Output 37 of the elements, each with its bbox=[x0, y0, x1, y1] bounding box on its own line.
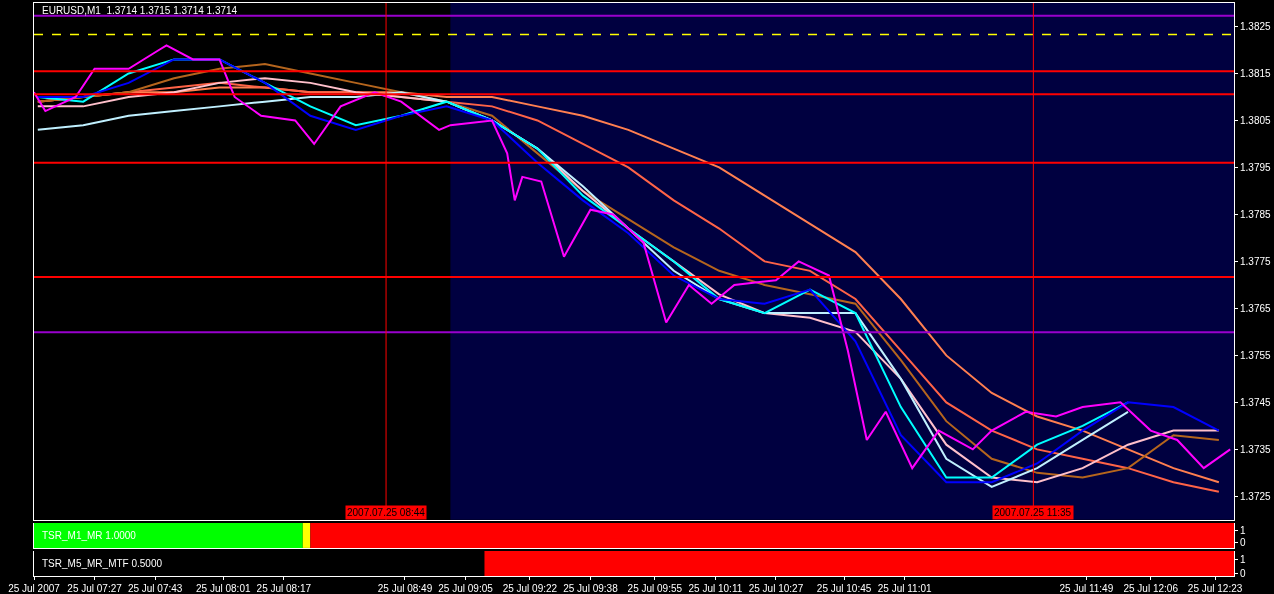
x-tick-label: 25 Jul 09:38 bbox=[563, 583, 619, 594]
y-tick-label: 1.3805 bbox=[1240, 114, 1272, 126]
x-tick-label: 25 Jul 08:17 bbox=[256, 583, 312, 594]
y-tick-label: 1.3765 bbox=[1240, 302, 1272, 314]
x-tick-label: 25 Jul 11:01 bbox=[877, 583, 932, 594]
y-tick-label: 1.3735 bbox=[1240, 443, 1272, 455]
y-tick-label: 1.3775 bbox=[1240, 255, 1272, 267]
x-tick-label: 25 Jul 08:01 bbox=[196, 583, 251, 594]
x-tick-label: 25 Jul 09:22 bbox=[502, 583, 558, 594]
y-tick-label: 1.3825 bbox=[1240, 20, 1272, 32]
x-tick-label: 25 Jul 07:43 bbox=[127, 583, 183, 594]
y-tick-label: 0 bbox=[1240, 567, 1246, 579]
x-tick-label: 25 Jul 09:05 bbox=[438, 583, 494, 594]
y-tick-label: 1 bbox=[1240, 524, 1246, 536]
x-tick-label: 25 Jul 10:11 bbox=[688, 583, 743, 594]
annotation: TSR_M5_MR_MTF 0.5000 bbox=[42, 558, 163, 569]
y-tick-label: 1.3725 bbox=[1240, 490, 1272, 502]
x-tick-label: 25 Jul 09:55 bbox=[627, 583, 683, 594]
annotation: TSR_M1_MR 1.0000 bbox=[42, 530, 137, 541]
y-tick-label: 1.3795 bbox=[1240, 161, 1272, 173]
x-tick-label: 25 Jul 08:49 bbox=[377, 583, 433, 594]
ref-line-label: 2007.07.25 11:35 bbox=[994, 507, 1072, 518]
x-tick-label: 25 Jul 10:27 bbox=[748, 583, 804, 594]
x-tick-label: 25 Jul 12:06 bbox=[1123, 583, 1179, 594]
y-tick-label: 0 bbox=[1240, 536, 1246, 548]
y-tick-label: 1.3815 bbox=[1240, 67, 1272, 79]
x-tick-label: 25 Jul 10:45 bbox=[816, 583, 872, 594]
y-tick-label: 1 bbox=[1240, 553, 1246, 565]
x-tick-label: 25 Jul 2007 bbox=[8, 583, 61, 594]
chart-title: EURUSD,M1 1.3714 1.3715 1.3714 1.3714 bbox=[42, 5, 238, 16]
x-tick-label: 25 Jul 12:23 bbox=[1187, 583, 1243, 594]
x-tick-label: 25 Jul 11:49 bbox=[1059, 583, 1114, 594]
x-tick-label: 25 Jul 07:27 bbox=[67, 583, 123, 594]
y-tick-label: 1.3755 bbox=[1240, 349, 1272, 361]
y-tick-label: 1.3745 bbox=[1240, 396, 1272, 408]
ref-line-label: 2007.07.25 08:44 bbox=[347, 507, 426, 518]
y-tick-label: 1.3785 bbox=[1240, 208, 1272, 220]
